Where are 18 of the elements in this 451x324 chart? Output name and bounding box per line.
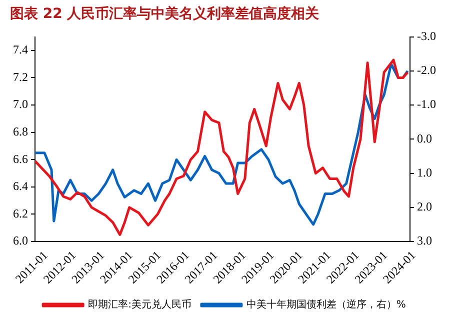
y-tick-label: 6.4 — [13, 179, 28, 194]
chart-title: 图表 22 人民币汇率与中美名义利率差值高度相关 — [10, 5, 320, 22]
y-tick-label: 6.2 — [13, 206, 28, 220]
y2-tick-label: 3.0 — [417, 234, 432, 248]
legend-label: 即期汇率:美元兑人民币 — [88, 298, 192, 311]
y2-tick-label: 0.0 — [417, 131, 432, 146]
y-tick-label: 7.2 — [13, 70, 28, 84]
y2-tick-label: -2.0 — [417, 63, 436, 78]
y-tick-label: 6.0 — [13, 234, 28, 248]
y2-tick-label: -1.0 — [417, 97, 436, 112]
y2-tick-label: 1.0 — [417, 165, 432, 180]
y-tick-label: 6.8 — [13, 124, 28, 138]
y2-tick-label: -3.0 — [417, 28, 436, 43]
y-tick-label: 6.6 — [13, 152, 28, 166]
y-tick-label: 7.4 — [13, 42, 28, 57]
legend-label: 中美十年期国债利差（逆序，右）% — [246, 298, 406, 311]
y-tick-label: 7.0 — [13, 97, 28, 112]
y2-tick-label: 2.0 — [417, 200, 432, 214]
